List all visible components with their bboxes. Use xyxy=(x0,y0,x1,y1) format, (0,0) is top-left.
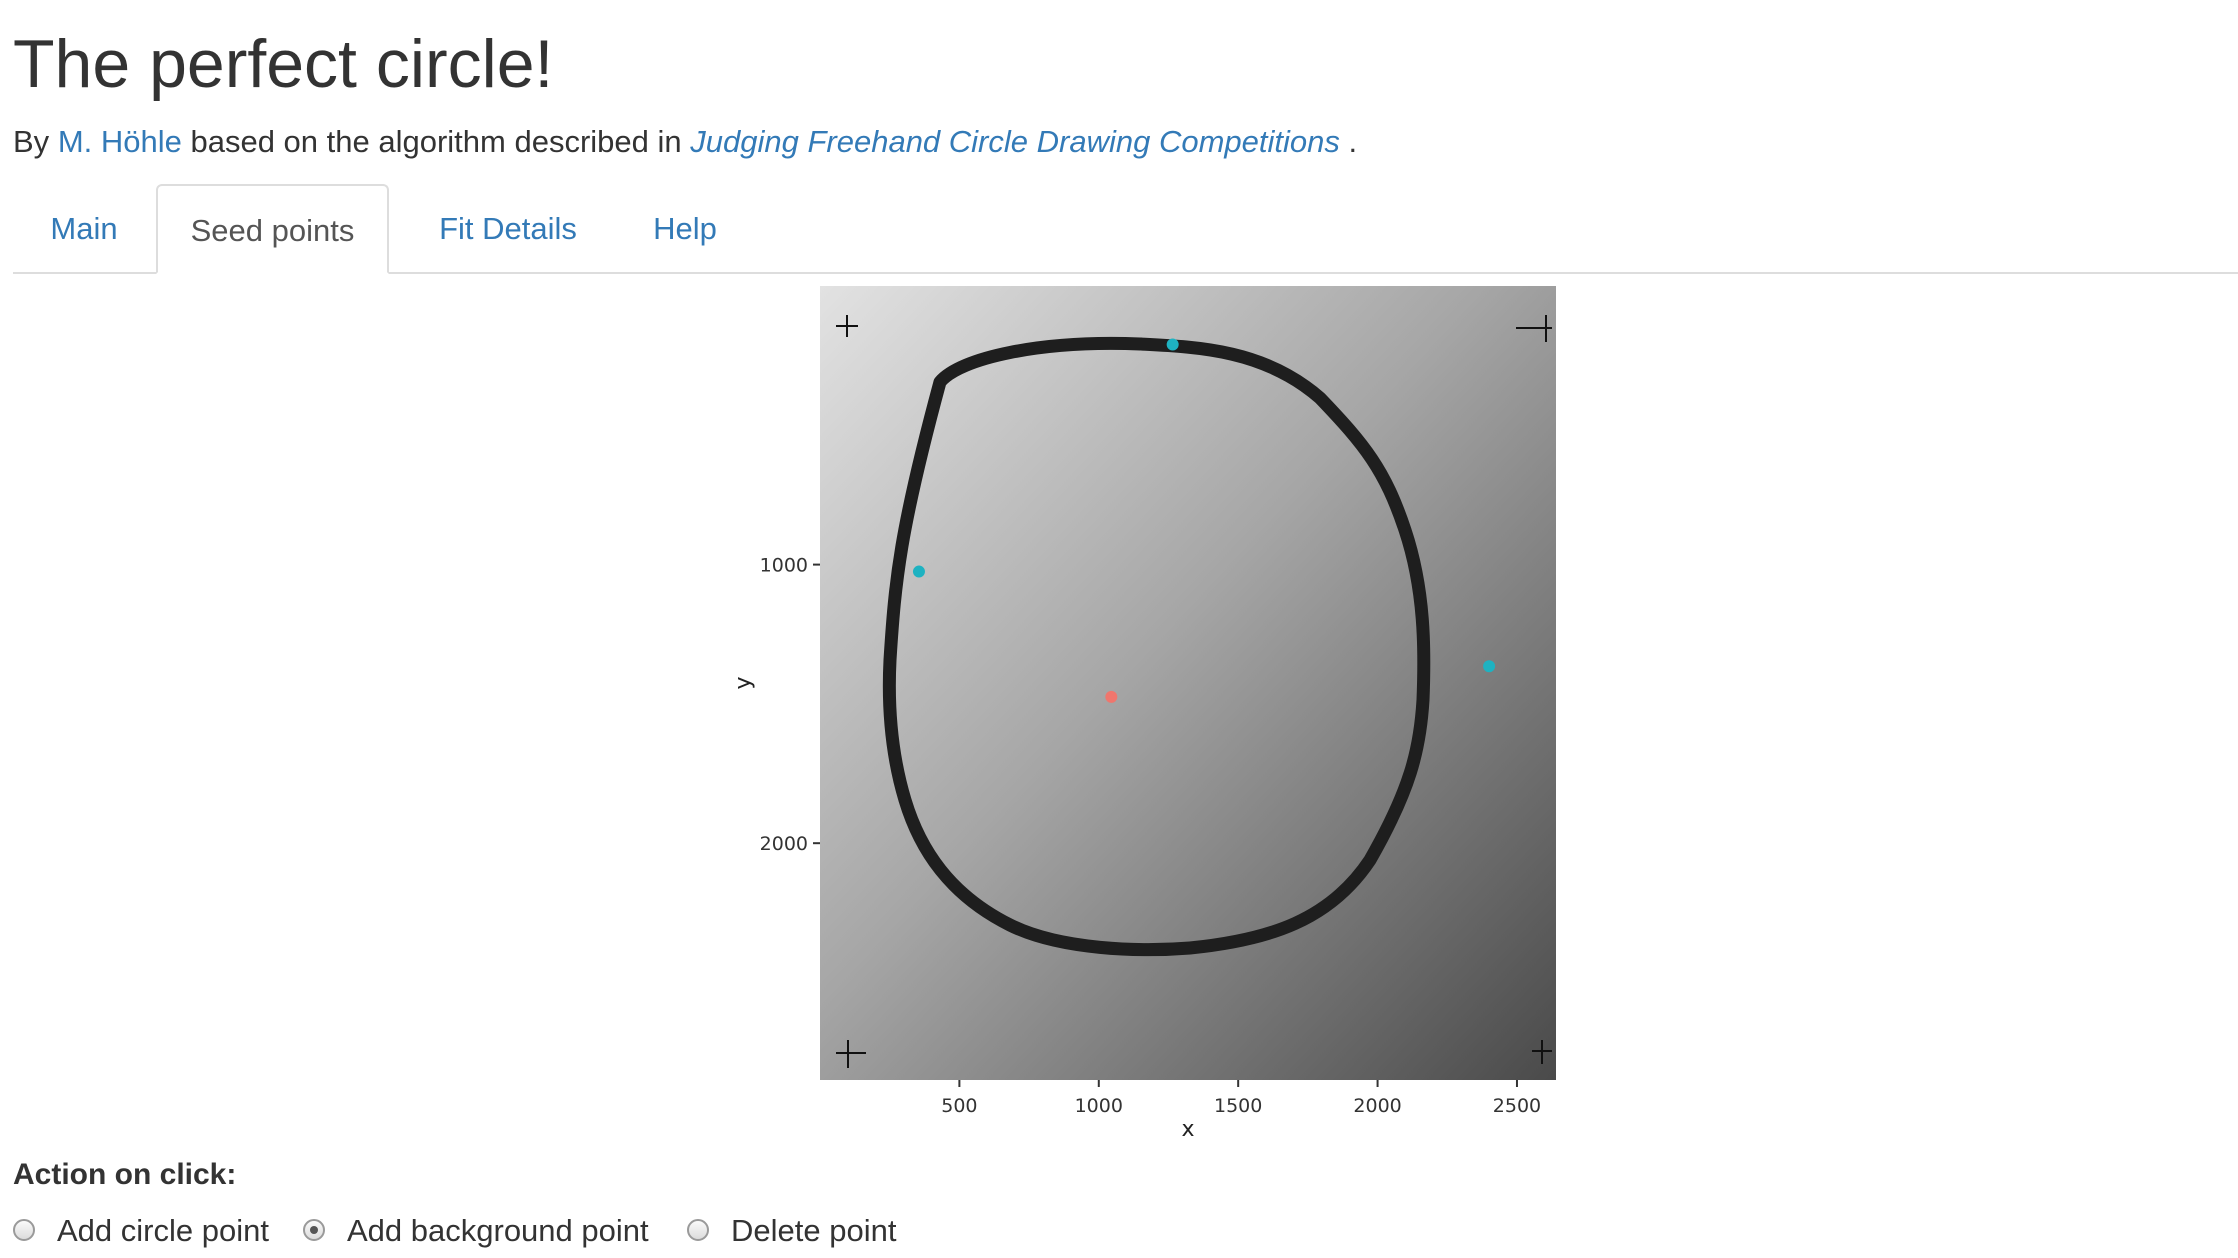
corner-markers xyxy=(836,315,1552,1068)
plot-svg[interactable]: 500 1000 1500 2000 2500 1000 2000 x y xyxy=(720,280,1580,1150)
author-link[interactable]: M. Höhle xyxy=(57,124,182,159)
x-tick-label: 1000 xyxy=(1075,1095,1123,1117)
byline-prefix: By xyxy=(13,124,50,159)
tab-fit-details[interactable]: Fit Details xyxy=(439,211,577,246)
page-title: The perfect circle! xyxy=(13,26,554,102)
x-tick-label: 2000 xyxy=(1353,1095,1401,1117)
seed-points-plot[interactable]: 500 1000 1500 2000 2500 1000 2000 x y xyxy=(720,280,1580,1150)
paper-link[interactable]: Judging Freehand Circle Drawing Competit… xyxy=(690,124,1340,159)
y-tick-label: 2000 xyxy=(760,833,808,855)
x-axis-label: x xyxy=(1181,1117,1194,1142)
circle-seed-point xyxy=(1483,660,1496,673)
action-label: Action on click: xyxy=(13,1158,237,1191)
plot-axes: 500 1000 1500 2000 2500 1000 2000 xyxy=(760,555,1542,1117)
circle-seed-point xyxy=(912,565,925,578)
x-tick-label: 2500 xyxy=(1493,1095,1541,1117)
radio-label-add-background: Add background point xyxy=(347,1213,649,1248)
y-tick-label: 1000 xyxy=(760,555,808,577)
byline-based-text: based on the algorithm described in xyxy=(190,124,682,159)
x-tick-label: 1500 xyxy=(1214,1095,1262,1117)
tab-seed-points[interactable]: Seed points xyxy=(156,184,389,274)
tab-main[interactable]: Main xyxy=(50,211,118,246)
radio-label-add-circle: Add circle point xyxy=(57,1213,269,1248)
radio-button-add-background[interactable] xyxy=(303,1219,325,1241)
radio-delete-point[interactable]: Delete point xyxy=(687,1209,907,1253)
background-seed-point xyxy=(1105,690,1118,703)
tab-help[interactable]: Help xyxy=(653,211,717,246)
seed-points xyxy=(912,338,1496,703)
drawn-circle xyxy=(882,336,1431,957)
radio-add-background-point[interactable]: Add background point xyxy=(303,1209,683,1253)
radio-button-delete[interactable] xyxy=(687,1219,709,1241)
byline: By M. Höhle based on the algorithm descr… xyxy=(13,120,1357,164)
radio-label-delete: Delete point xyxy=(731,1213,897,1248)
circle-seed-point xyxy=(1166,338,1179,351)
tab-bar: Main Seed points Fit Details Help xyxy=(13,184,2238,274)
radio-add-circle-point[interactable]: Add circle point xyxy=(13,1209,283,1253)
x-tick-label: 500 xyxy=(941,1095,977,1117)
radio-button-add-circle[interactable] xyxy=(13,1219,35,1241)
byline-end-punct: . xyxy=(1348,124,1358,159)
y-axis-label: y xyxy=(731,676,756,689)
